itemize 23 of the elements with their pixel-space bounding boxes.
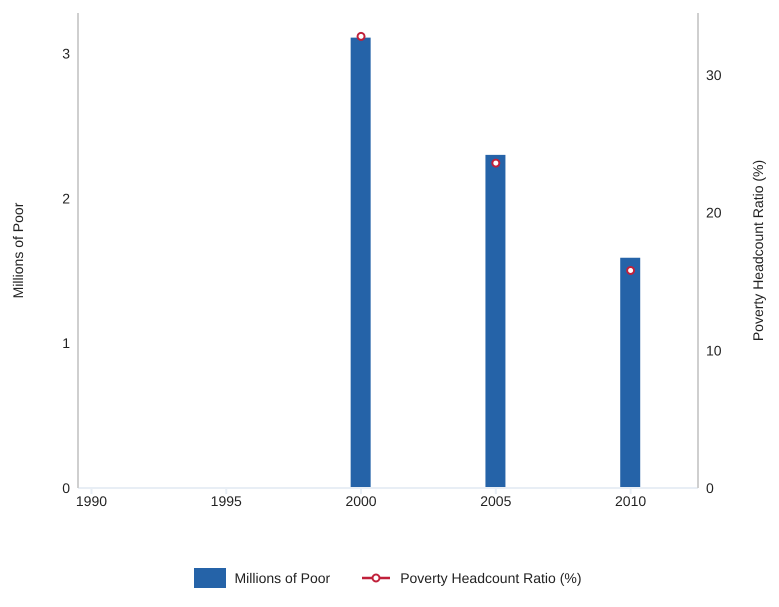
legend-label: Millions of Poor <box>234 570 330 586</box>
bar <box>620 258 640 488</box>
bar <box>350 38 371 488</box>
bar <box>485 154 506 488</box>
x-tick-label: 2010 <box>615 492 646 509</box>
y-tick-label: 1 <box>62 335 70 352</box>
y2-tick-label: 10 <box>706 342 722 358</box>
x-tick-label: 1990 <box>76 492 108 509</box>
x-tick-label: 1995 <box>210 492 242 509</box>
y-axis-title: Millions of Poor <box>10 202 26 298</box>
y2-tick-label: 30 <box>706 66 722 83</box>
y2-tick-label: 0 <box>706 480 714 496</box>
y-tick-label: 2 <box>62 190 70 206</box>
y-tick-label: 3 <box>62 46 70 62</box>
x-tick-label: 2000 <box>345 492 377 509</box>
x-tick-label: 2005 <box>480 492 512 509</box>
point <box>626 266 636 275</box>
y-tick-label: 0 <box>62 480 70 496</box>
point <box>356 32 366 41</box>
point <box>491 158 500 168</box>
y2-axis-title: Poverty Headcount Ratio (%) <box>750 160 766 342</box>
y2-tick-label: 20 <box>706 204 722 221</box>
legend-label: Poverty Headcount Ratio (%) <box>400 570 582 586</box>
